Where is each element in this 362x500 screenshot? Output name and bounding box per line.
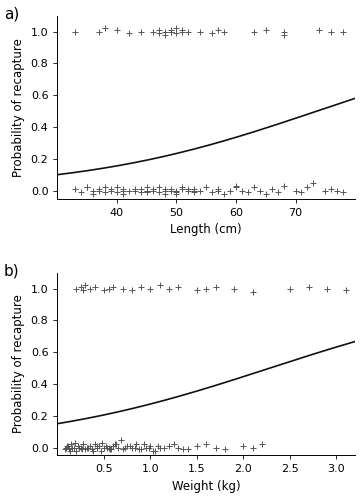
Y-axis label: Probability of recapture: Probability of recapture — [12, 294, 25, 434]
Y-axis label: Probability of recapture: Probability of recapture — [12, 38, 25, 176]
Text: a): a) — [4, 6, 19, 22]
Text: b): b) — [4, 264, 20, 278]
X-axis label: Length (cm): Length (cm) — [171, 223, 242, 236]
X-axis label: Weight (kg): Weight (kg) — [172, 480, 241, 493]
